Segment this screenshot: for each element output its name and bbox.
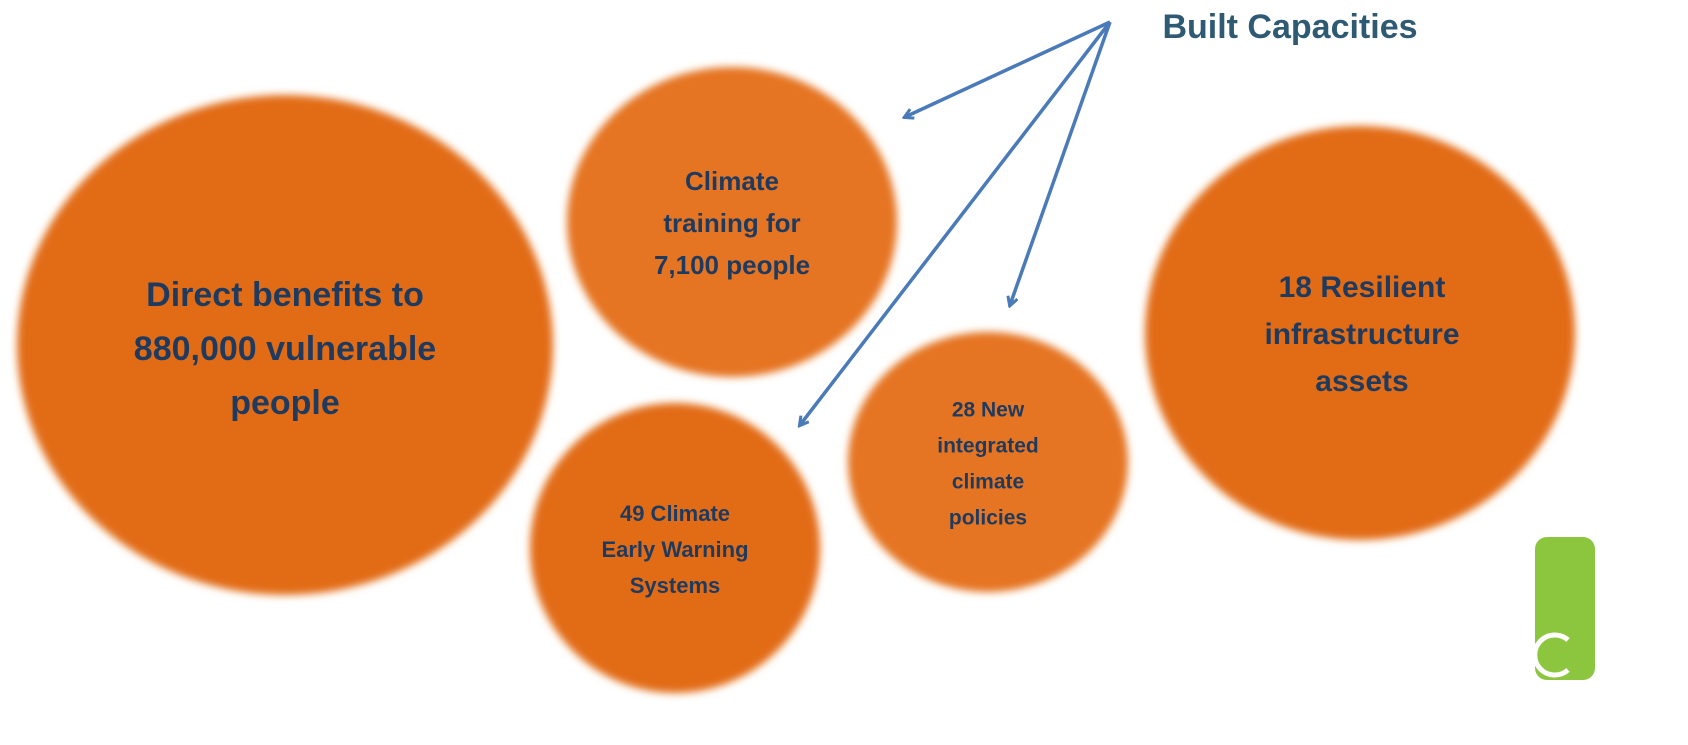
bubble-label: integrated [937, 435, 1039, 458]
bubble-label: infrastructure [1264, 318, 1459, 351]
arrow [1010, 21, 1112, 305]
bubble-label: 880,000 vulnerable [134, 330, 436, 368]
bubble [848, 332, 1128, 592]
bubble-label: assets [1315, 365, 1408, 398]
bubble-label: 7,100 people [654, 250, 810, 280]
bubble-label: Direct benefits to [146, 276, 424, 314]
arrows [800, 20, 1112, 425]
logo [1535, 537, 1595, 680]
bubble [567, 67, 897, 377]
bubble [1145, 126, 1575, 540]
heading: Built Capacities [1162, 8, 1417, 46]
bubbles [17, 67, 1575, 693]
bubble-label: climate [952, 471, 1024, 494]
bubble-label: Climate [685, 166, 779, 196]
bubble-label: training for [663, 208, 800, 238]
bubble-label: Systems [630, 573, 721, 598]
arrow [800, 20, 1112, 425]
bubble-label: people [230, 384, 340, 422]
bubble-label: 28 New [952, 399, 1025, 422]
bubble-label: policies [949, 507, 1027, 530]
bubble-label: Early Warning [601, 537, 748, 562]
bubble [530, 403, 820, 693]
bubble-label: 18 Resilient [1279, 271, 1446, 304]
logo-mark [1532, 632, 1570, 678]
arrow [905, 20, 1111, 117]
bubble-label: 49 Climate [620, 501, 730, 526]
bubble [17, 95, 553, 595]
